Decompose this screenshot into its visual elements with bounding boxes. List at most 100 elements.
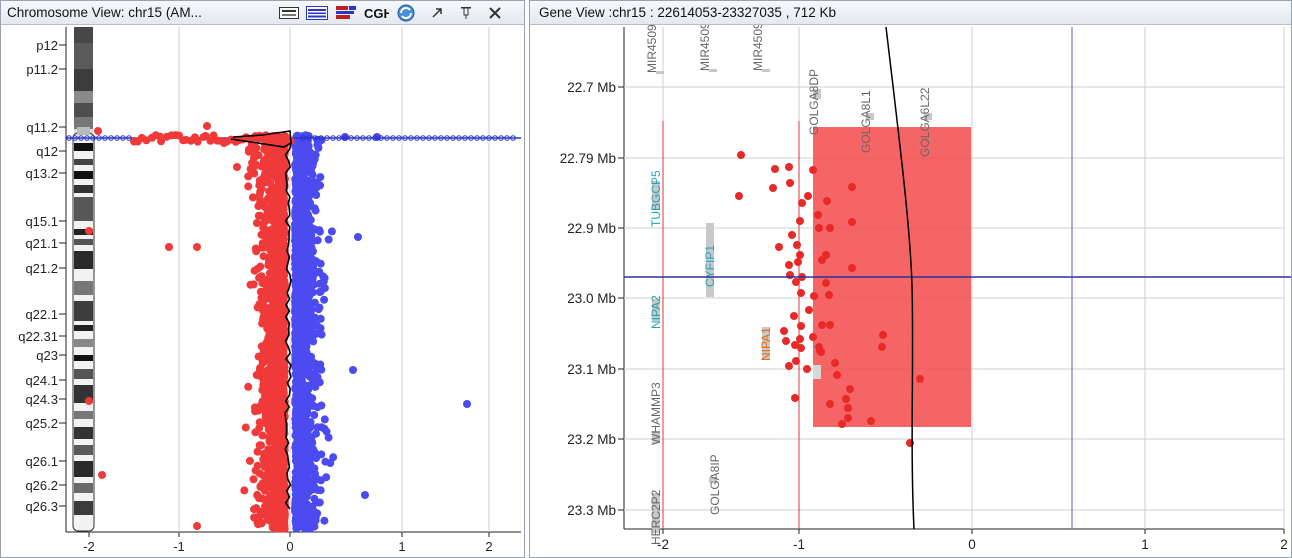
loss-point	[280, 256, 289, 265]
gain-point	[316, 173, 325, 182]
ideogram-band	[74, 325, 93, 331]
gain-point	[317, 423, 326, 432]
close-icon[interactable]	[487, 4, 503, 21]
bands-icon[interactable]	[335, 4, 357, 21]
x-tick-label: 1	[1141, 537, 1149, 552]
gain-point	[303, 253, 312, 262]
marker-point	[450, 135, 456, 141]
gain-point	[292, 521, 301, 530]
gene-plot[interactable]: 22.7 Mb 22.79 Mb 22.9 Mb 23.0 Mb 23.1 Mb 23.2…	[530, 25, 1291, 557]
loss-point	[255, 190, 264, 199]
tracks-icon[interactable]	[306, 4, 328, 21]
gain-outlier	[361, 491, 369, 499]
band-label: q23	[36, 348, 58, 363]
data-point	[785, 261, 793, 269]
gene-block	[706, 223, 714, 297]
gene-label: CYFIP1	[703, 245, 717, 287]
y-tick-label: 22.79 Mb	[560, 151, 616, 166]
loss-point	[245, 456, 254, 465]
band-label: p11.2	[26, 62, 58, 77]
data-point	[790, 312, 798, 320]
loss-point	[254, 494, 263, 503]
data-point	[792, 278, 800, 286]
loss-point	[246, 280, 255, 289]
data-point	[848, 264, 856, 272]
loss-point	[258, 243, 266, 252]
loss-point	[273, 354, 282, 363]
loss-point	[265, 187, 273, 196]
gain-point	[308, 439, 317, 447]
data-point	[916, 375, 924, 383]
gene-label: GOLGA8DP	[807, 69, 821, 135]
gene-block	[813, 365, 821, 379]
gene-label: NIPA1	[759, 327, 773, 361]
marker-point	[306, 135, 312, 141]
gain-point	[303, 247, 312, 255]
gene-label: MIR4509-3	[645, 25, 659, 73]
loss-outlier	[85, 397, 93, 405]
band-label: q26.3	[25, 499, 58, 514]
gene-block	[709, 477, 717, 483]
band-label: q24.1	[25, 373, 58, 388]
gain-outlier	[463, 400, 471, 408]
loss-point	[262, 356, 271, 365]
loss-points	[240, 131, 289, 533]
gain-point	[312, 321, 321, 330]
loss-point	[277, 404, 286, 413]
cgh-icon[interactable]: CGH	[363, 4, 389, 21]
pin-icon[interactable]	[459, 4, 473, 21]
marker-point	[102, 135, 108, 141]
loss-point	[280, 163, 289, 172]
ideogram-band	[74, 159, 93, 165]
data-point	[797, 289, 805, 297]
gain-point	[294, 287, 303, 296]
loss-point	[272, 444, 281, 453]
marker-point	[426, 135, 432, 141]
loss-point	[265, 365, 274, 374]
marker-point	[414, 135, 420, 141]
data-point	[833, 371, 841, 379]
gain-outlier	[354, 233, 362, 241]
maximize-icon[interactable]	[429, 4, 445, 21]
gain-point	[296, 338, 305, 347]
marker-point	[90, 135, 96, 141]
data-point	[804, 192, 812, 200]
ideogram-band	[74, 461, 93, 477]
data-point	[809, 333, 817, 341]
marker-point	[504, 135, 510, 141]
gene-block	[709, 69, 717, 72]
loss-point	[255, 300, 264, 309]
gain-point	[297, 256, 306, 265]
loss-point	[262, 287, 271, 296]
loss-point	[273, 515, 282, 524]
gain-point	[310, 468, 319, 477]
data-point	[780, 327, 788, 335]
gain-point	[298, 234, 307, 243]
segment-curve	[885, 26, 915, 530]
marker-point	[126, 135, 132, 141]
loss-point	[255, 511, 264, 520]
band-label: q25.2	[25, 416, 58, 431]
marker-point	[510, 135, 516, 141]
loss-point	[271, 453, 280, 462]
gain-point	[292, 425, 301, 434]
loss-point	[270, 170, 279, 179]
marker-point	[300, 135, 306, 141]
chromosome-plot[interactable]: -2 -1 0 1 2 p12 p11.2 q11.2 q12 q13.2 q15.1 q21.1 q2…	[1, 25, 524, 557]
loss-point	[266, 480, 275, 489]
data-point	[848, 183, 856, 191]
data-point	[798, 199, 806, 207]
gain-point	[309, 188, 318, 197]
gain-point	[291, 345, 300, 354]
gene-label: WHAMMP3	[649, 382, 663, 445]
loss-point	[250, 152, 259, 161]
loss-point	[270, 151, 279, 160]
loss-point	[240, 486, 249, 495]
loss-outlier	[98, 471, 106, 479]
data-point	[814, 211, 822, 219]
x-tick-label: 0	[968, 537, 976, 552]
gain-point	[292, 506, 301, 515]
refresh-icon[interactable]	[396, 4, 416, 21]
ideogram-band	[74, 427, 93, 439]
ruler-icon[interactable]	[279, 4, 299, 21]
